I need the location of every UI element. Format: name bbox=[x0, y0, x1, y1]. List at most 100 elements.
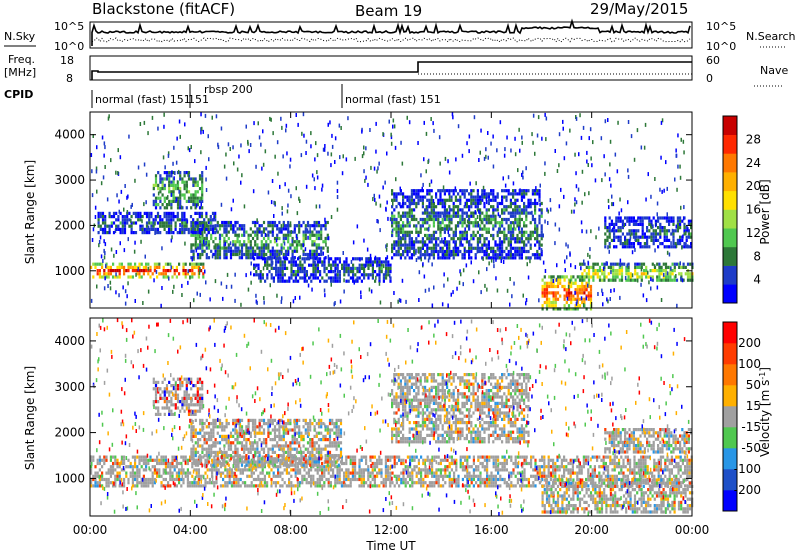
echo-cell bbox=[356, 471, 359, 475]
echo-cell bbox=[131, 269, 134, 273]
echo-cell bbox=[191, 269, 194, 273]
echo-cell bbox=[145, 477, 148, 482]
colorbar-swatch bbox=[723, 134, 737, 154]
echo-cell bbox=[306, 252, 310, 257]
noise-cell bbox=[423, 274, 426, 279]
echo-cell bbox=[163, 227, 166, 231]
echo-cell bbox=[249, 243, 252, 247]
echo-cell bbox=[316, 471, 319, 475]
echo-cell bbox=[158, 461, 161, 466]
echo-cell bbox=[613, 235, 616, 239]
echo-cell bbox=[410, 214, 413, 218]
noise-cell bbox=[338, 123, 341, 128]
noise-cell bbox=[295, 113, 297, 117]
echo-cell bbox=[129, 262, 132, 266]
echo-cell bbox=[200, 477, 203, 482]
echo-cell bbox=[448, 224, 451, 228]
echo-cell bbox=[690, 226, 693, 230]
echo-cell bbox=[237, 477, 240, 482]
echo-cell bbox=[496, 195, 499, 199]
echo-cell bbox=[419, 224, 422, 228]
echo-cell bbox=[632, 229, 635, 233]
echo-cell bbox=[687, 222, 690, 226]
noise-cell bbox=[103, 239, 105, 244]
echo-cell bbox=[156, 265, 159, 269]
echo-cell bbox=[279, 266, 282, 270]
echo-cell bbox=[492, 224, 495, 228]
noise-cell bbox=[353, 280, 355, 285]
echo-cell bbox=[419, 189, 422, 193]
echo-cell bbox=[492, 195, 495, 199]
echo-cell bbox=[206, 468, 209, 472]
echo-cell bbox=[129, 474, 132, 478]
echo-cell bbox=[227, 220, 230, 225]
echo-cell bbox=[393, 455, 396, 459]
echo-cell bbox=[387, 468, 390, 472]
noise-cell bbox=[558, 163, 560, 168]
echo-cell bbox=[454, 211, 457, 215]
noise-cell bbox=[363, 169, 365, 174]
echo-cell bbox=[413, 189, 416, 193]
echo-cell bbox=[476, 189, 479, 193]
echo-cell bbox=[156, 227, 160, 231]
noise-cell bbox=[470, 260, 472, 265]
noise-cell bbox=[631, 250, 634, 255]
echo-cell bbox=[175, 275, 178, 279]
echo-cell bbox=[267, 236, 270, 241]
echo-cell bbox=[389, 276, 392, 280]
echo-cell bbox=[637, 242, 640, 246]
echo-cell bbox=[184, 458, 187, 462]
echo-cell bbox=[646, 229, 649, 233]
echo-cell bbox=[576, 294, 579, 298]
echo-cell bbox=[255, 477, 258, 482]
echo-cell bbox=[389, 481, 392, 485]
echo-cell bbox=[382, 279, 385, 283]
noise-cell bbox=[624, 276, 627, 280]
echo-cell bbox=[233, 477, 236, 482]
echo-cell bbox=[682, 265, 685, 269]
echo-cell bbox=[154, 174, 158, 178]
echo-cell bbox=[672, 232, 675, 236]
colorbar-tick-label: 16 bbox=[746, 203, 761, 217]
noise-cell bbox=[544, 161, 546, 166]
echo-cell bbox=[443, 240, 446, 244]
echo-cell bbox=[505, 246, 508, 250]
noise-cell bbox=[479, 150, 481, 155]
noise-cell bbox=[257, 121, 259, 126]
noise-cell bbox=[681, 245, 683, 250]
echo-cell bbox=[298, 220, 301, 225]
echo-cell bbox=[167, 231, 171, 235]
echo-cell bbox=[363, 273, 366, 277]
echo-cell bbox=[292, 468, 295, 472]
echo-cell bbox=[371, 455, 374, 459]
echo-cell bbox=[185, 180, 188, 184]
echo-cell bbox=[116, 275, 119, 279]
echo-cell bbox=[470, 205, 473, 209]
echo-cell bbox=[183, 171, 186, 175]
noise-cell bbox=[675, 224, 677, 229]
echo-cell bbox=[112, 275, 115, 279]
echo-cell bbox=[326, 246, 329, 250]
nsky-panel bbox=[89, 21, 693, 49]
echo-cell bbox=[244, 484, 247, 488]
echo-cell bbox=[501, 240, 504, 244]
echo-cell bbox=[352, 270, 355, 274]
noise-cell bbox=[528, 202, 531, 207]
echo-cell bbox=[454, 214, 457, 218]
noise-cell bbox=[531, 210, 533, 215]
noise-cell bbox=[460, 240, 462, 245]
echo-cell bbox=[319, 273, 322, 277]
echo-cell bbox=[258, 256, 261, 260]
echo-cell bbox=[676, 222, 679, 226]
echo-cell bbox=[311, 240, 314, 244]
echo-cell bbox=[415, 189, 418, 193]
noise-cell bbox=[305, 151, 307, 155]
echo-cell bbox=[538, 208, 541, 212]
echo-cell bbox=[598, 278, 602, 282]
echo-cell bbox=[293, 246, 296, 250]
echo-cell bbox=[617, 216, 620, 220]
echo-cell bbox=[343, 471, 346, 475]
noise-cell bbox=[454, 186, 457, 191]
echo-cell bbox=[419, 253, 422, 257]
